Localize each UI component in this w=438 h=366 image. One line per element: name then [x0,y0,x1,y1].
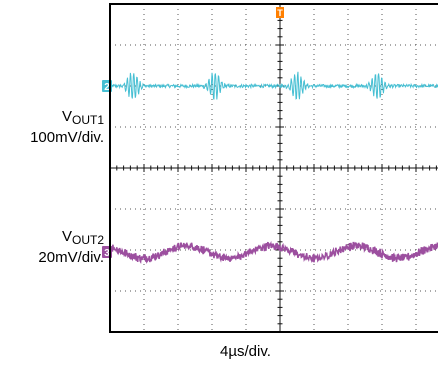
ch2-marker-number: 2 [104,82,110,93]
traces [109,71,438,264]
ch2-scale: 100mV/div. [30,129,104,146]
ch2-name-sub: OUT1 [71,113,104,127]
ch3-name: V [61,228,72,245]
trigger-marker-letter: T [277,8,283,18]
ch3-marker-number: 3 [104,248,110,259]
graticule [109,3,438,333]
ch2-channel-label: VOUT1 100mV/div. [0,108,104,146]
trigger-marker: T [276,7,284,18]
timebase-label: 4µs/div. [220,343,271,360]
screen-frame [109,3,438,333]
ch3-scale: 20mV/div. [38,249,104,266]
trace-ch2 [109,71,438,100]
ch3-channel-label: VOUT2 20mV/div. [0,228,104,266]
ch3-name-sub: OUT2 [71,233,104,247]
trigger-marker-box [276,7,284,18]
ch2-name: V [61,108,72,125]
trace-ch3 [109,240,438,264]
